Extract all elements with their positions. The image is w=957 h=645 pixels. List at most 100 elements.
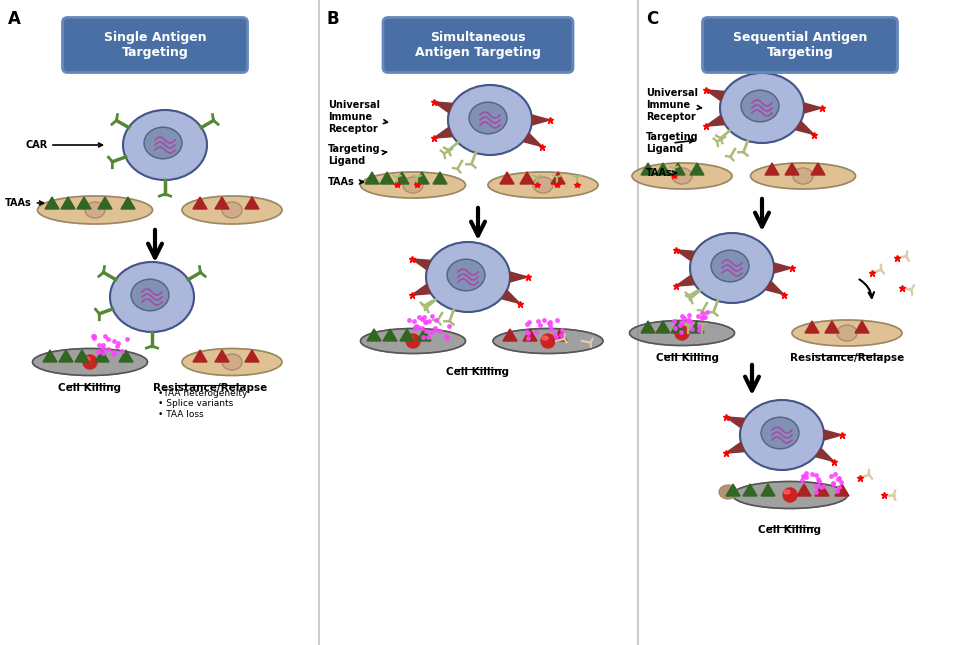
Ellipse shape <box>690 233 774 303</box>
Ellipse shape <box>493 328 603 353</box>
Ellipse shape <box>488 172 598 198</box>
Ellipse shape <box>676 328 682 332</box>
Polygon shape <box>815 484 829 496</box>
Text: Single Antigen
Targeting: Single Antigen Targeting <box>103 31 207 59</box>
Polygon shape <box>380 172 394 184</box>
Polygon shape <box>656 321 670 333</box>
Text: Universal
Immune
Receptor: Universal Immune Receptor <box>646 88 701 122</box>
Polygon shape <box>641 163 655 175</box>
Polygon shape <box>193 197 207 209</box>
Ellipse shape <box>719 485 737 499</box>
Ellipse shape <box>732 482 848 508</box>
Polygon shape <box>671 163 685 175</box>
Polygon shape <box>433 172 447 184</box>
Text: TAAs: TAAs <box>646 168 677 178</box>
Text: Sequential Antigen
Targeting: Sequential Antigen Targeting <box>733 31 867 59</box>
Polygon shape <box>676 275 694 286</box>
FancyBboxPatch shape <box>383 17 573 72</box>
Ellipse shape <box>448 85 532 155</box>
Polygon shape <box>121 197 135 209</box>
Text: Cell Killing: Cell Killing <box>447 367 509 377</box>
Ellipse shape <box>469 103 507 134</box>
Ellipse shape <box>784 490 790 494</box>
Ellipse shape <box>632 163 732 189</box>
Ellipse shape <box>361 172 465 198</box>
Polygon shape <box>77 197 91 209</box>
Text: Universal
Immune
Receptor: Universal Immune Receptor <box>328 101 388 134</box>
Ellipse shape <box>85 202 105 218</box>
Ellipse shape <box>542 336 548 340</box>
Ellipse shape <box>182 196 282 224</box>
Ellipse shape <box>83 355 97 369</box>
Polygon shape <box>501 290 520 304</box>
Polygon shape <box>523 133 542 146</box>
Text: Cell Killing: Cell Killing <box>58 383 122 393</box>
Polygon shape <box>532 115 550 125</box>
Polygon shape <box>641 321 655 333</box>
Polygon shape <box>824 430 842 440</box>
Polygon shape <box>434 102 453 113</box>
Polygon shape <box>193 350 207 362</box>
Polygon shape <box>367 329 381 341</box>
Polygon shape <box>825 321 839 333</box>
Ellipse shape <box>110 262 194 332</box>
Ellipse shape <box>630 321 735 346</box>
Ellipse shape <box>123 110 207 180</box>
Text: A: A <box>8 10 21 28</box>
Polygon shape <box>551 172 565 184</box>
Polygon shape <box>245 197 259 209</box>
Text: TAAs: TAAs <box>328 177 364 187</box>
Polygon shape <box>503 329 517 341</box>
Polygon shape <box>725 442 745 453</box>
Polygon shape <box>816 448 834 462</box>
Text: Resistance/Relapse: Resistance/Relapse <box>153 383 267 393</box>
Polygon shape <box>95 350 109 362</box>
Polygon shape <box>785 163 799 175</box>
Polygon shape <box>804 103 822 113</box>
Polygon shape <box>412 259 431 270</box>
Polygon shape <box>45 197 59 209</box>
Ellipse shape <box>533 177 553 193</box>
Ellipse shape <box>131 279 168 311</box>
Ellipse shape <box>182 348 282 375</box>
Polygon shape <box>412 284 431 295</box>
Text: Simultaneous
Antigen Targeting: Simultaneous Antigen Targeting <box>415 31 541 59</box>
Ellipse shape <box>447 259 485 291</box>
Polygon shape <box>690 321 704 333</box>
Polygon shape <box>796 121 814 135</box>
Ellipse shape <box>793 168 813 184</box>
Polygon shape <box>765 163 779 175</box>
Ellipse shape <box>675 326 689 340</box>
Polygon shape <box>705 90 724 101</box>
Polygon shape <box>434 127 453 138</box>
Ellipse shape <box>407 336 413 340</box>
FancyBboxPatch shape <box>62 17 248 72</box>
Polygon shape <box>676 250 694 261</box>
Polygon shape <box>690 163 704 175</box>
Ellipse shape <box>406 334 420 348</box>
Text: Cell Killing: Cell Killing <box>656 353 719 363</box>
Polygon shape <box>797 484 811 496</box>
Polygon shape <box>726 484 740 496</box>
Polygon shape <box>75 350 89 362</box>
Polygon shape <box>520 172 534 184</box>
Ellipse shape <box>222 202 242 218</box>
Ellipse shape <box>672 168 692 184</box>
Ellipse shape <box>403 177 423 193</box>
Polygon shape <box>98 197 112 209</box>
Polygon shape <box>215 197 229 209</box>
Polygon shape <box>774 263 792 273</box>
Polygon shape <box>855 321 869 333</box>
Polygon shape <box>743 484 757 496</box>
Polygon shape <box>59 350 73 362</box>
Ellipse shape <box>761 417 799 449</box>
Polygon shape <box>61 197 75 209</box>
Polygon shape <box>671 321 685 333</box>
Polygon shape <box>417 329 431 341</box>
Ellipse shape <box>361 328 465 353</box>
Ellipse shape <box>711 250 749 282</box>
Text: CAR: CAR <box>25 140 102 150</box>
Ellipse shape <box>720 73 804 143</box>
Polygon shape <box>656 163 670 175</box>
Polygon shape <box>761 484 775 496</box>
